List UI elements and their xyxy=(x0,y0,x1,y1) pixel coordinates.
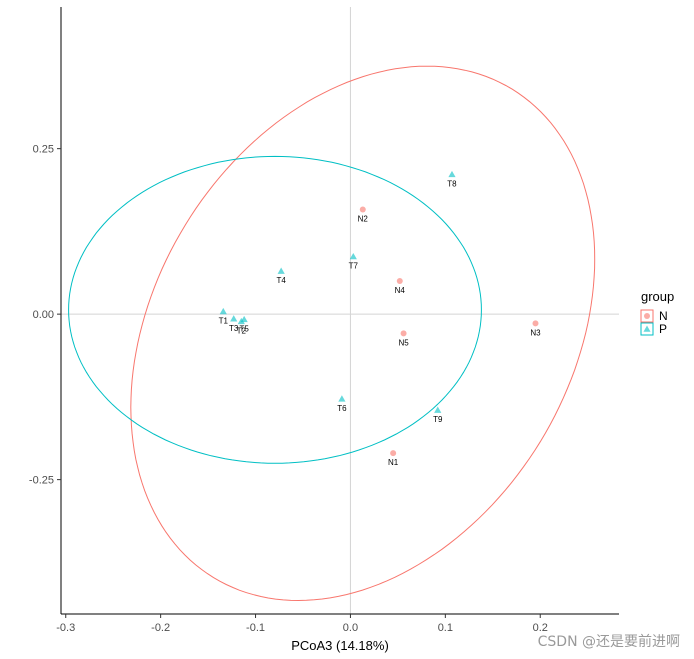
point-n4 xyxy=(396,278,403,285)
point-label-t2: T2 xyxy=(237,326,247,335)
point-label-t5: T5 xyxy=(239,324,249,333)
point-label-n5: N5 xyxy=(398,338,409,347)
point-label-n4: N4 xyxy=(395,286,406,295)
point-t1 xyxy=(219,307,227,315)
x-tick-label: -0.1 xyxy=(246,622,265,634)
watermark-text: CSDN @还是要前进啊 xyxy=(537,634,680,650)
point-n2 xyxy=(359,206,366,213)
point-label-t6: T6 xyxy=(337,404,347,413)
x-tick-label: 0.0 xyxy=(343,622,358,634)
x-tick-label: 0.1 xyxy=(438,622,453,634)
point-label-n3: N3 xyxy=(530,328,541,337)
legend-label-p: P xyxy=(659,322,667,336)
point-t8 xyxy=(448,170,456,178)
y-tick-label: 0.25 xyxy=(33,144,54,156)
point-t5 xyxy=(240,315,248,323)
y-tick-label: -0.25 xyxy=(29,475,54,487)
point-t6 xyxy=(338,395,346,402)
point-label-t9: T9 xyxy=(433,415,443,424)
point-t9 xyxy=(434,406,442,413)
point-n3 xyxy=(532,320,539,327)
point-label-t4: T4 xyxy=(276,276,286,285)
point-t7 xyxy=(349,252,357,260)
point-label-t8: T8 xyxy=(447,179,457,188)
x-tick-label: -0.3 xyxy=(56,622,75,634)
x-tick-label: 0.2 xyxy=(533,622,548,634)
point-label-n1: N1 xyxy=(388,458,399,467)
legend-marker-p xyxy=(643,325,651,332)
x-tick-label: -0.2 xyxy=(151,622,170,634)
x-axis-title: PCoA3 (14.18%) xyxy=(291,638,389,653)
point-label-t1: T1 xyxy=(219,316,229,325)
point-label-n2: N2 xyxy=(358,215,369,224)
point-label-t7: T7 xyxy=(349,262,359,271)
point-n1 xyxy=(390,450,397,457)
point-t4 xyxy=(277,267,285,274)
point-label-t3: T3 xyxy=(229,324,239,333)
legend-marker-n xyxy=(644,313,650,319)
confidence-ellipse-n xyxy=(130,65,596,602)
point-t3 xyxy=(230,315,238,322)
confidence-ellipse-p xyxy=(68,155,482,464)
y-tick-label: 0.00 xyxy=(33,309,54,321)
legend-title: group xyxy=(641,289,674,304)
point-n5 xyxy=(400,330,407,337)
legend-label-n: N xyxy=(659,309,668,323)
